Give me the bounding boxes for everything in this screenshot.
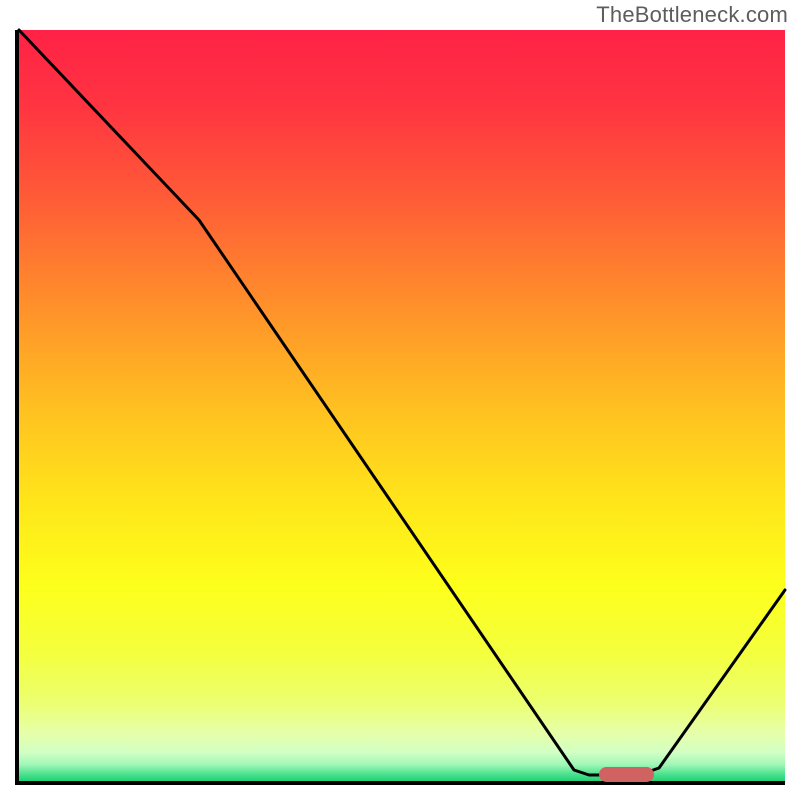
plot-frame (15, 30, 785, 785)
bottleneck-curve (19, 30, 785, 781)
watermark-text: TheBottleneck.com (596, 2, 788, 28)
optimum-marker (599, 767, 654, 782)
